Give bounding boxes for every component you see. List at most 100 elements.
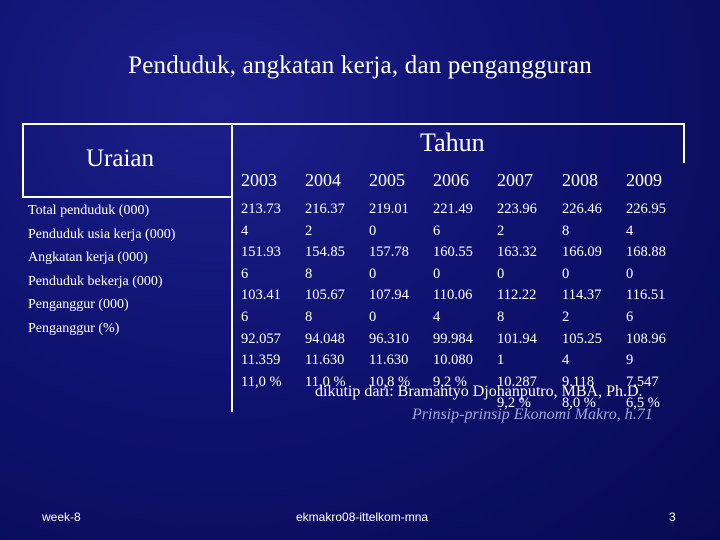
table-cell: 107.94 bbox=[369, 287, 409, 304]
table-cell: 160.55 bbox=[433, 244, 473, 261]
table-cell: 223.96 bbox=[497, 201, 537, 217]
year-2004: 2004 bbox=[305, 170, 341, 190]
table-cell: 11.359 bbox=[241, 352, 281, 369]
table-cell: 103.41 bbox=[241, 287, 281, 304]
table-cell: 99.984 bbox=[433, 330, 473, 347]
table-cell: 94.048 bbox=[305, 330, 345, 347]
row-label-usia-kerja: Penduduk usia kerja (000) bbox=[28, 226, 176, 242]
table-cell: 6,5 % bbox=[626, 395, 660, 412]
table-cell: 216.37 bbox=[305, 201, 345, 217]
table-top-right-border bbox=[231, 123, 684, 125]
table-cell: 101.94 bbox=[497, 330, 537, 347]
table-cell: 9 bbox=[626, 352, 634, 369]
table-cell: 11,0 % bbox=[241, 373, 282, 390]
footer-page-number: 3 bbox=[669, 510, 676, 524]
table-cell: 226.95 bbox=[626, 201, 666, 217]
table-right-border bbox=[683, 123, 685, 163]
year-2005: 2005 bbox=[369, 170, 405, 190]
column-2008: 226.46 8 166.09 0 114.37 2 105.25 4 9.11… bbox=[562, 199, 602, 415]
source-credit: dikutip dari: Bramantyo Djohanputro, MBA… bbox=[315, 383, 643, 400]
table-cell: 2 bbox=[562, 308, 570, 325]
column-2006: 221.49 6 160.55 0 110.06 4 99.984 10.080… bbox=[433, 199, 473, 393]
table-cell: 157.78 bbox=[369, 244, 409, 261]
table-cell: 11,0 % bbox=[305, 373, 346, 390]
table-cell: 10.080 bbox=[433, 352, 473, 369]
table-header-underline bbox=[22, 196, 231, 198]
table-cell: 226.46 bbox=[562, 201, 602, 217]
table-cell: 105.67 bbox=[305, 287, 345, 304]
column-2003: 213.73 4 151.93 6 103.41 6 92.057 11.359… bbox=[241, 199, 282, 393]
table-cell: 0 bbox=[433, 265, 441, 282]
row-label-penganggur-jumlah: Penganggur (000) bbox=[28, 297, 129, 313]
table-cell: 110.06 bbox=[433, 287, 473, 304]
table-cell: 7.547 bbox=[626, 373, 659, 390]
row-label-penganggur-persen: Penganggur (%) bbox=[28, 320, 120, 336]
uraian-header: Uraian bbox=[86, 145, 155, 172]
year-2003: 2003 bbox=[241, 170, 277, 190]
table-cell: 0 bbox=[369, 265, 377, 282]
table-cell: 96.310 bbox=[369, 330, 409, 347]
table-cell: 221.49 bbox=[433, 201, 473, 217]
column-2007: 223.96 2 163.32 0 112.22 8 101.94 1 10.2… bbox=[497, 199, 537, 415]
table-cell: 0 bbox=[497, 265, 505, 282]
year-2008: 2008 bbox=[562, 170, 598, 190]
table-cell: 4 bbox=[626, 222, 634, 239]
row-label-penduduk-bekerja: Penduduk bekerja (000) bbox=[28, 273, 163, 289]
table-cell: 105.25 bbox=[562, 330, 602, 347]
table-cell: 114.37 bbox=[562, 287, 602, 304]
table-cell: 2 bbox=[497, 222, 505, 239]
footer-course: ekmakro08-ittelkom-mna bbox=[296, 510, 429, 524]
year-2007: 2007 bbox=[497, 170, 533, 190]
table-cell: 163.32 bbox=[497, 244, 537, 261]
table-cell: 4 bbox=[433, 308, 441, 325]
table-cell: 11.630 bbox=[369, 352, 409, 369]
table-cell: 0 bbox=[369, 308, 377, 325]
table-cell: 10,8 % bbox=[369, 373, 411, 390]
table-cell: 116.51 bbox=[626, 287, 666, 304]
year-2009: 2009 bbox=[626, 170, 662, 190]
column-2004: 216.37 2 154.85 8 105.67 8 94.048 11.630… bbox=[305, 199, 346, 393]
table-cell: 166.09 bbox=[562, 244, 602, 261]
table-cell: 6 bbox=[241, 265, 249, 282]
table-cell: 10.287 bbox=[497, 373, 537, 390]
table-cell: 9,2 % bbox=[433, 373, 467, 390]
row-labels: Total penduduk (000) Penduduk usia kerja… bbox=[28, 199, 175, 341]
table-cell: 6 bbox=[241, 308, 249, 325]
table-cell: 9.118 bbox=[562, 373, 595, 390]
table-top-left-border bbox=[22, 123, 231, 125]
column-2009: 226.95 4 168.88 0 116.51 6 108.96 9 7.54… bbox=[626, 199, 666, 415]
row-label-total-penduduk: Total penduduk (000) bbox=[28, 203, 150, 218]
table-cell: 151.93 bbox=[241, 244, 281, 261]
table-cell: 8 bbox=[305, 265, 313, 282]
table-cell: 6 bbox=[433, 222, 441, 239]
table-cell: 0 bbox=[626, 265, 634, 282]
table-cell: 112.22 bbox=[497, 287, 537, 304]
row-label-angkatan-kerja: Angkatan kerja (000) bbox=[28, 250, 148, 266]
table-cell: 6 bbox=[626, 308, 634, 325]
source-book: Prinsip-prinsip Ekonomi Makro, h.71 bbox=[412, 406, 653, 423]
table-cell: 8 bbox=[305, 308, 313, 325]
table-cell: 8 bbox=[562, 222, 570, 239]
slide-title: Penduduk, angkatan kerja, dan penganggur… bbox=[128, 52, 592, 79]
tahun-header: Tahun bbox=[420, 128, 485, 157]
table-cell: 4 bbox=[562, 352, 570, 369]
table-cell: 9,2 % bbox=[497, 395, 531, 412]
table-column-divider-upper bbox=[231, 123, 233, 196]
table-cell: 11.630 bbox=[305, 352, 345, 369]
table-cell: 8,0 % bbox=[562, 395, 596, 412]
table-cell: 168.88 bbox=[626, 244, 666, 261]
table-cell: 154.85 bbox=[305, 244, 345, 261]
table-cell: 1 bbox=[497, 352, 505, 369]
table-cell: 92.057 bbox=[241, 330, 281, 347]
footer-week: week-8 bbox=[42, 510, 81, 524]
table-cell: 219.01 bbox=[369, 201, 409, 217]
table-column-divider-lower bbox=[231, 196, 233, 412]
table-cell: 8 bbox=[497, 308, 505, 325]
table-cell: 0 bbox=[562, 265, 570, 282]
table-cell: 4 bbox=[241, 222, 249, 239]
year-2006: 2006 bbox=[433, 170, 469, 190]
table-cell: 2 bbox=[305, 222, 313, 239]
column-2005: 219.01 0 157.78 0 107.94 0 96.310 11.630… bbox=[369, 199, 410, 393]
table-cell: 213.73 bbox=[241, 201, 281, 217]
table-left-border bbox=[22, 123, 24, 196]
